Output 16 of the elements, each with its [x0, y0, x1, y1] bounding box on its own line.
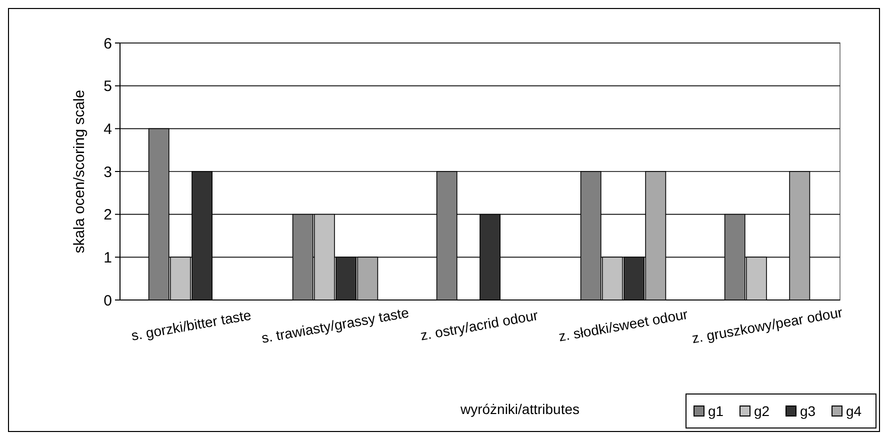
- x-axis-title: wyróżniki/attributes: [459, 401, 580, 417]
- x-tick-label: s. gorzki/bitter taste: [130, 306, 252, 344]
- y-tick-label: 1: [104, 249, 112, 266]
- y-tick-label: 5: [104, 78, 112, 96]
- x-tick-label: z. ostry/acrid odour: [419, 306, 540, 344]
- y-tick-label: 6: [104, 35, 112, 52]
- y-tick-label: 0: [104, 292, 112, 310]
- y-tick-label: 4: [104, 120, 112, 138]
- legend-label: g2: [754, 403, 770, 419]
- legend-label: g1: [708, 403, 724, 419]
- x-tick-label: z. słodki/sweet odour: [557, 306, 690, 344]
- legend-label: g4: [846, 403, 862, 419]
- y-tick-label: 3: [104, 164, 112, 181]
- y-axis-title: skala ocen/scoring scale: [71, 90, 88, 254]
- legend-label: g3: [800, 403, 816, 419]
- y-tick-label: 2: [104, 206, 112, 224]
